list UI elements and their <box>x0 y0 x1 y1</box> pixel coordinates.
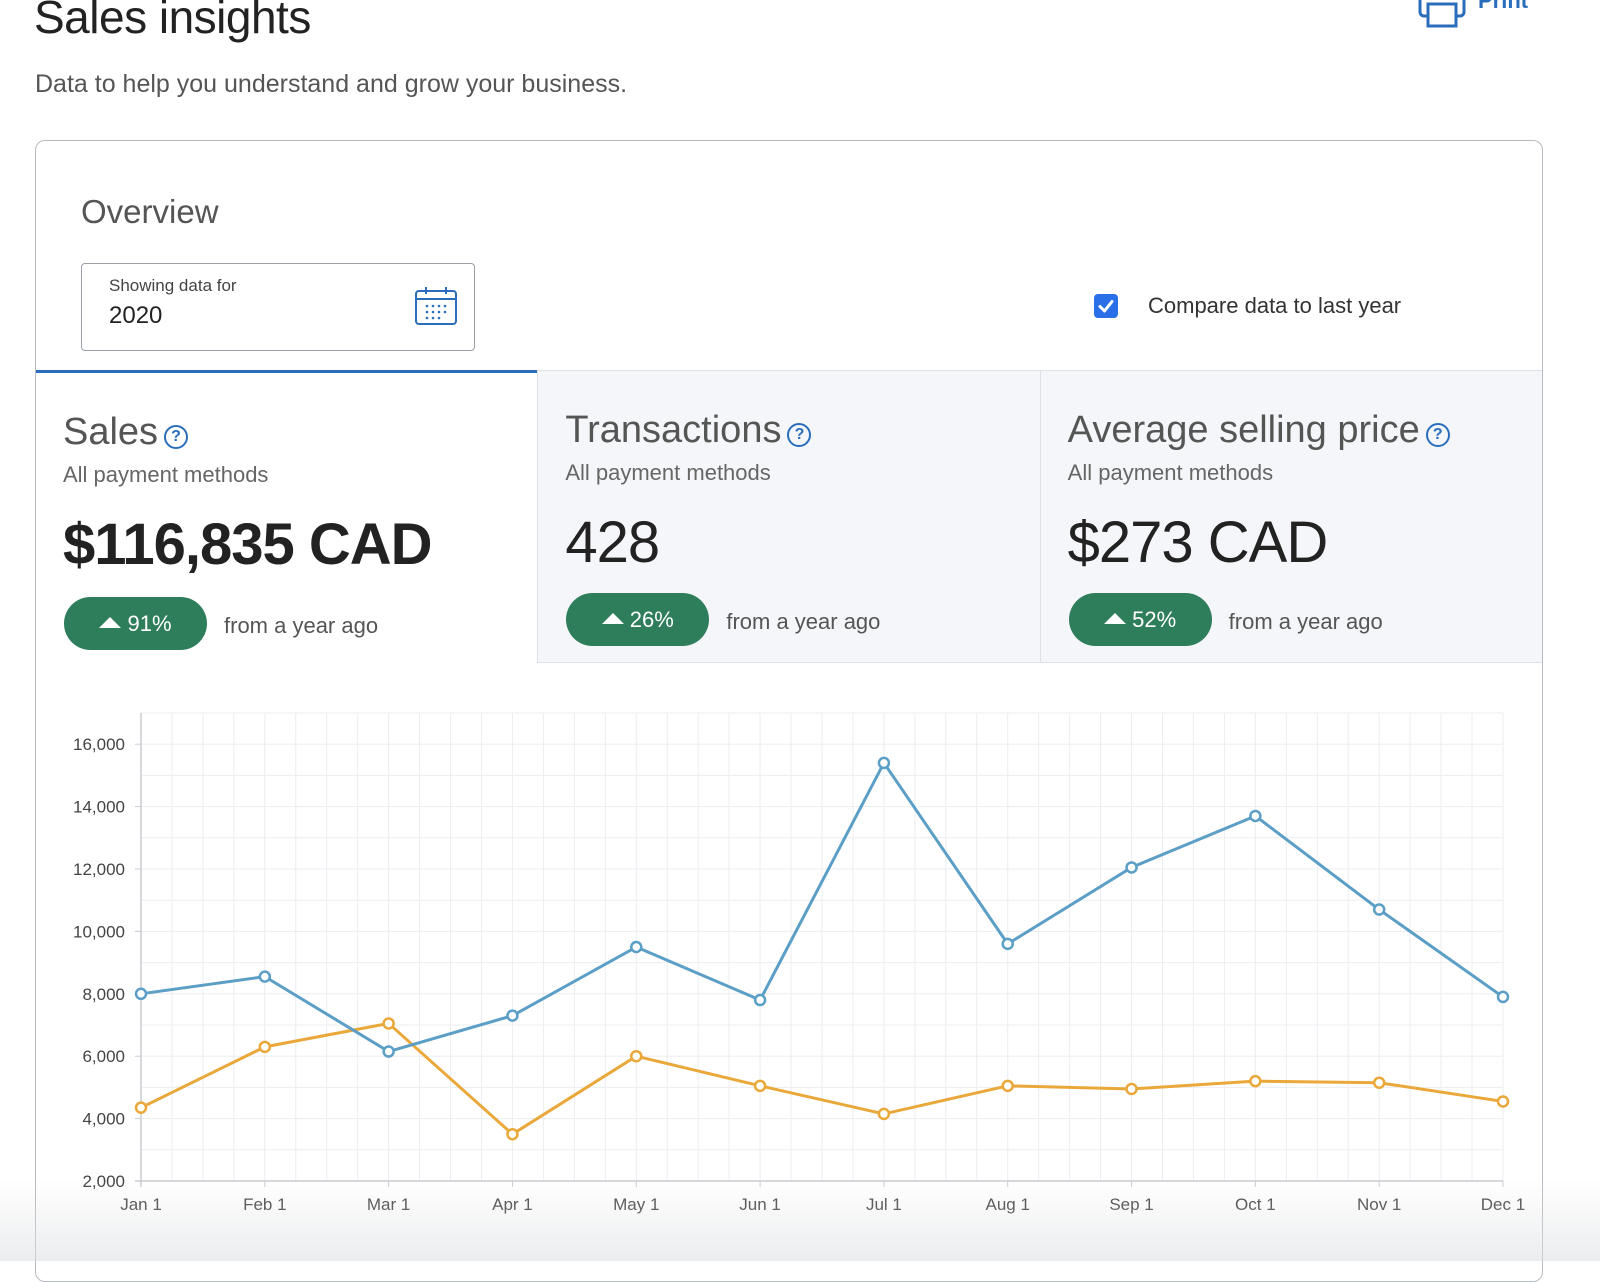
x-tick-label: Feb 1 <box>243 1195 286 1214</box>
y-tick-label: 4,000 <box>82 1110 125 1129</box>
y-tick-label: 10,000 <box>73 922 125 941</box>
change-value: 52% <box>1132 606 1177 632</box>
data-point-2019[interactable] <box>753 1079 767 1093</box>
y-tick-label: 12,000 <box>73 860 125 879</box>
x-tick-label: Apr 1 <box>492 1195 533 1214</box>
metric-subtitle: All payment methods <box>1067 460 1274 485</box>
calendar-icon <box>415 287 457 325</box>
data-point-2019[interactable] <box>382 1017 395 1030</box>
data-point-2020[interactable] <box>877 756 891 770</box>
x-tick-label: Sep 1 <box>1109 1195 1153 1214</box>
y-tick-label: 16,000 <box>73 735 125 754</box>
arrow-up-icon <box>1104 613 1127 624</box>
x-tick-label: Oct 1 <box>1235 1195 1276 1214</box>
metric-title-text: Sales <box>63 411 159 453</box>
data-point-2020[interactable] <box>630 940 643 954</box>
metric-value: 428 <box>565 510 660 575</box>
compare-checkbox[interactable] <box>1094 294 1118 318</box>
page-subtitle: Data to help you understand and grow you… <box>35 70 628 98</box>
metric-title-text: Average selling price <box>1067 409 1420 451</box>
y-tick-label: 8,000 <box>82 985 125 1004</box>
data-point-2019[interactable] <box>506 1127 519 1141</box>
series-line-2019 <box>140 1021 1504 1136</box>
overview-title: Overview <box>81 193 219 230</box>
y-tick-label: 6,000 <box>82 1047 125 1066</box>
help-icon[interactable]: ? <box>787 422 812 447</box>
date-range-select[interactable]: Showing data for 2020 <box>81 263 475 351</box>
metric-title: Average selling price ? <box>1068 409 1450 452</box>
y-tick-label: 2,000 <box>82 1172 125 1191</box>
compare-toggle[interactable]: Compare data to last year <box>1094 293 1401 319</box>
data-point-2019[interactable] <box>630 1049 643 1063</box>
data-point-2019[interactable] <box>1249 1074 1262 1088</box>
print-label: Print <box>1478 0 1529 13</box>
change-note: from a year ago <box>224 613 379 638</box>
data-point-2020[interactable] <box>1496 990 1510 1004</box>
data-point-2020[interactable] <box>134 987 148 1001</box>
change-badge: 26% <box>566 593 710 646</box>
print-button[interactable]: Print <box>1418 0 1528 30</box>
data-point-2020[interactable] <box>382 1045 395 1058</box>
printer-icon <box>1418 0 1466 28</box>
help-icon[interactable]: ? <box>164 424 189 449</box>
date-select-value: 2020 <box>109 302 163 329</box>
data-point-2020[interactable] <box>258 970 272 983</box>
arrow-up-icon <box>601 613 624 624</box>
x-tick-label: Jun 1 <box>739 1195 781 1214</box>
metric-subtitle: All payment methods <box>565 460 771 485</box>
metric-subtitle: All payment methods <box>63 462 269 487</box>
data-point-2020[interactable] <box>506 1009 519 1022</box>
data-point-2019[interactable] <box>1125 1082 1138 1096</box>
help-icon[interactable]: ? <box>1425 422 1450 447</box>
metric-value: $273 CAD <box>1067 510 1329 575</box>
data-point-2019[interactable] <box>258 1040 272 1054</box>
change-badge: 91% <box>64 597 207 650</box>
series-line-2020 <box>140 761 1504 1054</box>
date-select-label: Showing data for <box>109 276 237 295</box>
data-point-2020[interactable] <box>1372 903 1386 916</box>
x-tick-label: Jan 1 <box>120 1195 162 1214</box>
data-point-2019[interactable] <box>1372 1076 1386 1089</box>
metric-tabs: Sales ? All payment methods $116,835 CAD… <box>36 370 1542 663</box>
data-point-2020[interactable] <box>1249 809 1262 823</box>
page-title: Sales insights <box>34 0 311 43</box>
x-tick-label: Jul 1 <box>866 1195 902 1214</box>
change-value: 91% <box>127 610 172 636</box>
tab-average-selling-price[interactable]: Average selling price ? All payment meth… <box>1039 370 1542 663</box>
data-point-2020[interactable] <box>753 993 767 1007</box>
data-point-2019[interactable] <box>134 1101 148 1114</box>
arrow-up-icon <box>99 617 122 628</box>
change-value: 26% <box>629 606 674 632</box>
metric-title: Sales ? <box>63 411 189 454</box>
x-tick-label: May 1 <box>613 1195 659 1214</box>
change-note: from a year ago <box>1228 609 1383 634</box>
data-point-2020[interactable] <box>1125 861 1138 874</box>
x-tick-label: Dec 1 <box>1481 1195 1525 1214</box>
data-point-2019[interactable] <box>877 1107 891 1121</box>
change-note: from a year ago <box>726 609 881 634</box>
data-point-2019[interactable] <box>1496 1095 1510 1108</box>
overview-card: Overview Showing data for 2020 Compare d… <box>35 140 1543 1282</box>
checkmark-icon <box>1098 300 1114 313</box>
metric-title-text: Transactions <box>565 409 782 451</box>
compare-label: Compare data to last year <box>1148 293 1402 318</box>
tab-transactions[interactable]: Transactions ? All payment methods 428 2… <box>537 370 1040 663</box>
change-badge: 52% <box>1068 593 1212 646</box>
sales-line-chart: 2,000 4,000 6,000 8,000 10,000 12,000 14,000 16… <box>73 712 1525 1214</box>
x-tick-label: Nov 1 <box>1357 1195 1401 1214</box>
metric-title: Transactions ? <box>565 409 812 452</box>
y-tick-label: 14,000 <box>73 798 125 817</box>
data-point-2019[interactable] <box>1001 1079 1014 1093</box>
x-tick-label: Aug 1 <box>986 1195 1030 1214</box>
metric-value: $116,835 CAD <box>63 512 432 577</box>
x-tick-label: Mar 1 <box>367 1195 410 1214</box>
data-point-2020[interactable] <box>1001 937 1014 951</box>
tab-sales[interactable]: Sales ? All payment methods $116,835 CAD… <box>36 370 538 663</box>
